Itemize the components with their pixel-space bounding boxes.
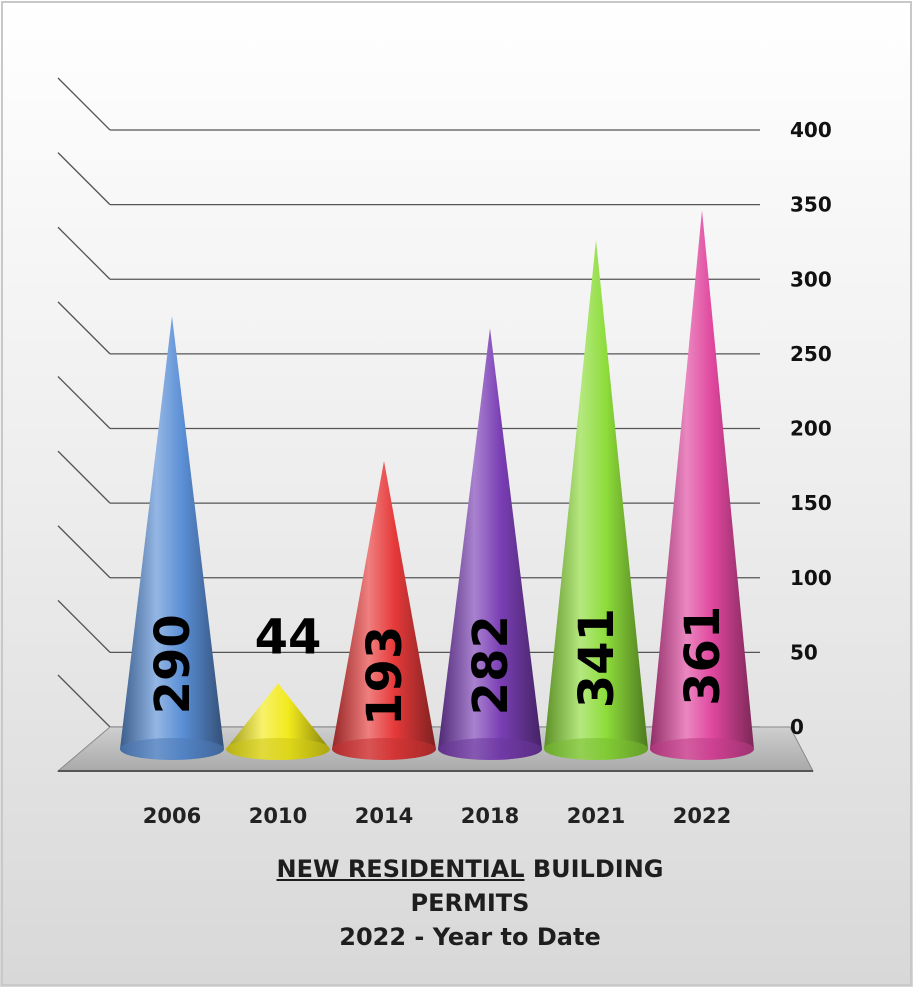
x-axis-categories: 2006 2010 2014 2018 2021 2022 [143, 804, 731, 828]
gridline-slant [57, 599, 111, 653]
cone-2021 [544, 240, 648, 760]
y-tick-label: 150 [790, 491, 832, 515]
gridline-slant [57, 301, 111, 355]
data-label: 341 [569, 608, 625, 708]
data-label: 361 [675, 606, 731, 706]
cone-body [544, 240, 648, 760]
x-category-label: 2018 [461, 804, 519, 828]
cone-2014 [332, 460, 436, 760]
cone-body [120, 316, 224, 760]
cone-2018 [438, 328, 542, 760]
cone-base [650, 738, 754, 760]
cones [120, 210, 754, 760]
title-line-1-rest: BUILDING [524, 855, 664, 883]
title-underlined-text: NEW RESIDENTIAL [276, 855, 525, 883]
data-label: 44 [255, 609, 322, 665]
y-tick-label: 350 [790, 193, 832, 217]
title-line-1: NEW RESIDENTIAL BUILDING [130, 852, 810, 886]
title-line-3: 2022 - Year to Date [339, 923, 601, 951]
title-line-2: PERMITS [410, 889, 530, 917]
cone-base [544, 738, 648, 760]
data-label: 193 [357, 626, 413, 726]
y-tick-label: 50 [790, 640, 818, 664]
x-category-label: 2010 [249, 804, 307, 828]
x-category-label: 2021 [567, 804, 625, 828]
cone-base [120, 738, 224, 760]
y-tick-label: 100 [790, 566, 832, 590]
gridline-slant [57, 77, 111, 131]
cone-2010 [226, 683, 330, 760]
cone-body [332, 460, 436, 760]
cone-2006 [120, 316, 224, 760]
data-label: 282 [463, 615, 519, 715]
y-axis-ticks: 0 50 100 150 200 250 300 350 400 [790, 118, 832, 739]
data-labels: 290 44 193 282 341 361 [145, 606, 731, 726]
cone-body [438, 328, 542, 760]
x-category-label: 2014 [355, 804, 413, 828]
y-tick-label: 0 [790, 715, 804, 739]
y-tick-label: 400 [790, 118, 832, 142]
gridline-slant [57, 674, 111, 728]
gridline-slant [57, 226, 111, 280]
gridline-slant [57, 376, 111, 429]
gridlines [57, 77, 760, 728]
y-tick-label: 200 [790, 417, 832, 441]
gridline-slant [57, 152, 111, 206]
gridline-slant [57, 450, 111, 504]
y-tick-label: 300 [790, 267, 832, 291]
cone-base [438, 738, 542, 760]
cone-body [650, 210, 754, 760]
cone-base [332, 738, 436, 760]
y-tick-label: 250 [790, 342, 832, 366]
x-category-label: 2022 [673, 804, 731, 828]
data-label: 290 [145, 614, 201, 714]
chart-title: NEW RESIDENTIAL BUILDING PERMITS 2022 - … [130, 852, 810, 954]
cone-base [226, 738, 330, 760]
x-category-label: 2006 [143, 804, 201, 828]
cone-2022 [650, 210, 754, 760]
gridline-slant [57, 525, 111, 579]
